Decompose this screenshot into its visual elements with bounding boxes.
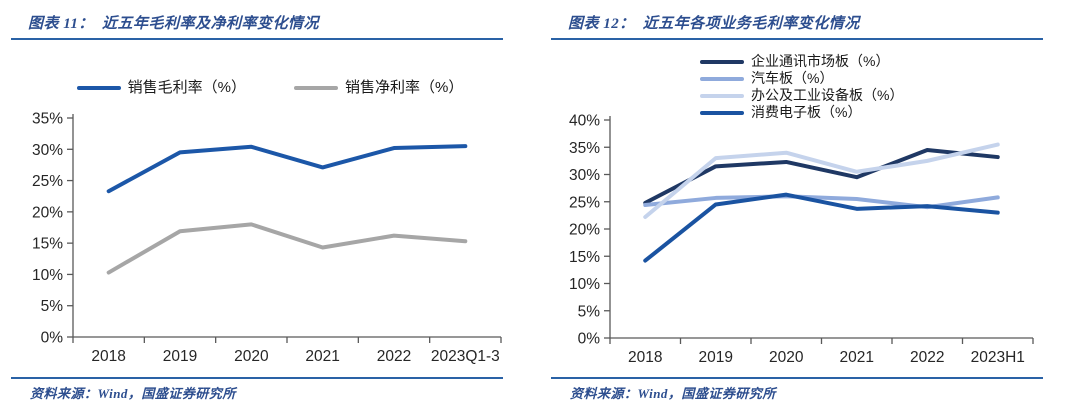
y-tick-label: 25%	[32, 173, 63, 190]
x-category-label: 2019	[163, 348, 197, 365]
legend-line-swatch	[76, 85, 121, 90]
y-tick-label: 30%	[569, 167, 600, 184]
y-tick-label: 0%	[578, 331, 601, 348]
figure-label: 图表 11：	[28, 16, 94, 32]
y-tick-label: 20%	[569, 222, 600, 239]
figure-panel-12: 图表 12： 近五年各项业务毛利率变化情况 0% 5% 10% 15% 20% 25% 30%…	[540, 0, 1080, 420]
series-line-1	[106, 222, 468, 275]
figure-panel-11: 图表 11： 近五年毛利率及净利率变化情况 0% 5% 10% 15% 20% 25% 30%…	[0, 12, 540, 401]
legend-item-0: 企业通讯市场板（%）	[700, 54, 903, 69]
x-category-label: 2020	[234, 348, 269, 365]
legend-item-1: 汽车板（%）	[700, 71, 903, 86]
legend-label: 销售毛利率（%）	[127, 79, 246, 96]
x-category-label: 2023H1	[971, 349, 1025, 366]
chart-legend: 销售毛利率（%） 销售净利率（%）	[0, 80, 540, 95]
legend-label: 消费电子板（%）	[751, 104, 862, 120]
y-tick-label: 15%	[569, 249, 600, 266]
x-category-label: 2019	[699, 349, 733, 366]
chart-legend: 企业通讯市场板（%） 汽车板（%） 办公及工业设备板（%） 消费电子板（%）	[700, 54, 903, 120]
title-divider-line	[551, 38, 1043, 40]
legend-line-swatch	[700, 59, 744, 64]
series-line-3	[643, 192, 1000, 263]
series-line-0	[643, 147, 1000, 205]
y-tick-label: 5%	[578, 303, 601, 320]
y-tick-label: 15%	[32, 236, 63, 253]
source-divider-line	[551, 377, 1043, 379]
figure-label: 图表 12：	[568, 16, 635, 32]
figure-title-text: 近五年毛利率及净利率变化情况	[101, 16, 319, 32]
y-tick-label: 10%	[569, 276, 600, 293]
figure-title-text: 近五年各项业务毛利率变化情况	[642, 16, 860, 32]
title-divider-line	[11, 38, 503, 40]
x-category-label: 2023Q1-3	[431, 348, 500, 365]
x-category-label: 2018	[628, 349, 662, 366]
y-tick-label: 10%	[32, 267, 63, 284]
legend-item-2: 办公及工业设备板（%）	[700, 88, 903, 103]
source-note: 资料来源：Wind，国盛证券研究所	[570, 386, 776, 401]
segment-margin-chart: 0% 5% 10% 15% 20% 25% 30% 35% 40% 2018 2019 2020 202…	[569, 113, 1034, 366]
x-category-label: 2021	[840, 349, 874, 366]
y-tick-label: 35%	[32, 111, 63, 128]
x-category-label: 2022	[910, 349, 944, 366]
y-tick-label: 35%	[569, 140, 600, 157]
source-note: 资料来源：Wind，国盛证券研究所	[30, 386, 236, 401]
y-tick-label: 40%	[569, 113, 600, 130]
legend-line-swatch	[700, 93, 744, 98]
legend-item-1: 销售净利率（%）	[294, 80, 463, 95]
series-line-0	[106, 144, 468, 194]
legend-label: 办公及工业设备板（%）	[751, 87, 904, 103]
legend-item-0: 销售毛利率（%）	[76, 79, 246, 96]
y-tick-label: 30%	[32, 142, 63, 159]
legend-label: 销售净利率（%）	[345, 79, 464, 96]
x-category-label: 2020	[769, 349, 804, 366]
figure-title: 图表 12： 近五年各项业务毛利率变化情况	[568, 12, 860, 33]
legend-line-swatch	[700, 76, 744, 81]
y-tick-label: 20%	[32, 204, 63, 221]
legend-line-swatch	[700, 110, 744, 115]
legend-line-swatch	[294, 85, 338, 90]
figure-title: 图表 11： 近五年毛利率及净利率变化情况	[28, 12, 319, 33]
margin-trend-chart: 0% 5% 10% 15% 20% 25% 30% 35% 2018 2019 2020 2021 20…	[32, 111, 502, 365]
y-tick-label: 0%	[41, 330, 64, 347]
y-tick-label: 25%	[569, 194, 600, 211]
legend-label: 汽车板（%）	[751, 70, 834, 86]
x-category-label: 2022	[377, 348, 411, 365]
legend-item-3: 消费电子板（%）	[700, 105, 903, 120]
y-tick-label: 5%	[41, 298, 64, 315]
x-category-label: 2021	[305, 348, 339, 365]
legend-label: 企业通讯市场板（%）	[751, 53, 890, 69]
x-category-label: 2018	[91, 348, 125, 365]
series-line-2	[643, 142, 1000, 220]
source-divider-line	[11, 377, 503, 379]
